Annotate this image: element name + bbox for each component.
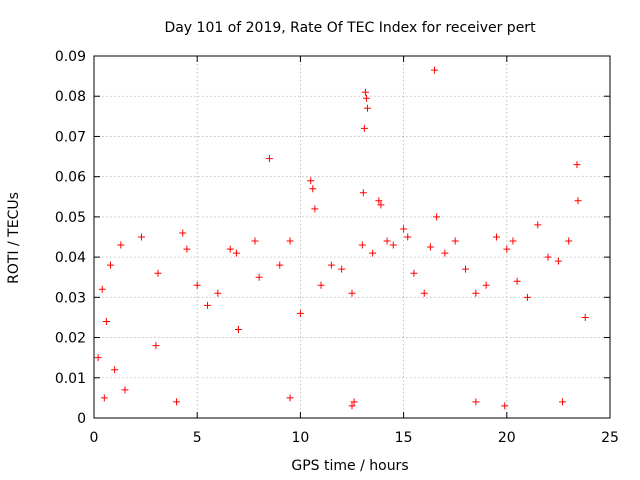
data-point xyxy=(204,301,212,309)
y-tick-label: 0.06 xyxy=(55,170,86,186)
data-point xyxy=(426,243,434,251)
data-point xyxy=(389,241,397,249)
data-point xyxy=(559,398,567,406)
data-point xyxy=(574,197,582,205)
data-point xyxy=(152,342,160,350)
data-point xyxy=(363,104,371,112)
plot-frame xyxy=(93,55,611,419)
data-point xyxy=(383,237,391,245)
data-point xyxy=(234,326,242,334)
y-tick-label: 0.03 xyxy=(55,290,86,306)
y-tick-label: 0.02 xyxy=(55,331,86,347)
data-point xyxy=(503,245,511,253)
data-point xyxy=(251,237,259,245)
data-point xyxy=(179,229,187,237)
y-tick-label: 0.07 xyxy=(55,129,86,145)
data-point xyxy=(544,253,552,261)
data-point xyxy=(296,309,304,317)
data-point xyxy=(98,285,106,293)
data-point xyxy=(111,366,119,374)
x-tick-label: 5 xyxy=(193,430,202,446)
data-point xyxy=(410,269,418,277)
data-point xyxy=(154,269,162,277)
y-tick-label: 0.09 xyxy=(55,49,86,65)
data-point xyxy=(255,273,263,281)
data-point xyxy=(121,386,129,394)
data-point xyxy=(183,245,191,253)
axis-ticks: 0 0.01 0.02 0.03 0.04 0.05 0.06 0.07 0.08 0.09 0 5 1… xyxy=(55,49,619,446)
x-tick-label: 15 xyxy=(395,430,413,446)
data-point xyxy=(317,281,325,289)
data-point xyxy=(117,241,125,249)
data-point xyxy=(509,237,517,245)
x-tick-label: 0 xyxy=(90,430,99,446)
data-point xyxy=(404,233,412,241)
data-point xyxy=(276,261,284,269)
x-tick-label: 20 xyxy=(498,430,516,446)
data-point xyxy=(361,88,369,96)
data-point xyxy=(420,289,428,297)
data-point xyxy=(369,249,377,257)
data-point xyxy=(193,281,201,289)
data-point xyxy=(232,249,240,257)
data-point xyxy=(377,201,385,209)
data-point xyxy=(462,265,470,273)
data-point xyxy=(565,237,573,245)
data-point xyxy=(307,177,315,185)
data-point xyxy=(501,402,509,410)
data-point xyxy=(451,237,459,245)
data-point xyxy=(400,225,408,233)
data-point xyxy=(100,394,108,402)
data-point xyxy=(362,94,370,102)
data-point xyxy=(102,317,110,325)
data-point xyxy=(94,354,102,362)
x-axis-label: GPS time / hours xyxy=(291,458,408,474)
data-point xyxy=(137,233,145,241)
data-point xyxy=(523,293,531,301)
data-point xyxy=(348,289,356,297)
data-point xyxy=(327,261,335,269)
x-tick-label: 10 xyxy=(291,430,309,446)
data-point xyxy=(433,213,441,221)
data-point xyxy=(573,161,581,169)
data-point xyxy=(375,197,383,205)
y-tick-label: 0 xyxy=(77,411,86,427)
data-point xyxy=(226,245,234,253)
data-point xyxy=(513,277,521,285)
y-tick-label: 0.08 xyxy=(55,89,86,105)
y-tick-label: 0.04 xyxy=(55,250,86,266)
grid-lines xyxy=(94,56,610,418)
data-point xyxy=(431,66,439,74)
data-point xyxy=(534,221,542,229)
data-point xyxy=(472,398,480,406)
data-point xyxy=(309,185,317,193)
data-point xyxy=(311,205,319,213)
data-point xyxy=(173,398,181,406)
data-point xyxy=(286,394,294,402)
data-point xyxy=(359,189,367,197)
data-point xyxy=(350,398,358,406)
y-axis-label: ROTI / TECUs xyxy=(6,192,22,284)
data-point xyxy=(286,237,294,245)
y-tick-label: 0.05 xyxy=(55,210,86,226)
data-point xyxy=(554,257,562,265)
data-points xyxy=(94,66,589,410)
y-tick-label: 0.01 xyxy=(55,371,86,387)
data-point xyxy=(441,249,449,257)
chart-title: Day 101 of 2019, Rate Of TEC Index for r… xyxy=(164,20,536,36)
data-point xyxy=(472,289,480,297)
data-point xyxy=(265,155,273,163)
data-point xyxy=(360,124,368,132)
data-point xyxy=(482,281,490,289)
data-point xyxy=(492,233,500,241)
data-point xyxy=(348,402,356,410)
data-point xyxy=(581,313,589,321)
data-point xyxy=(338,265,346,273)
data-point xyxy=(107,261,115,269)
x-tick-label: 25 xyxy=(601,430,619,446)
data-point xyxy=(214,289,222,297)
data-point xyxy=(358,241,366,249)
